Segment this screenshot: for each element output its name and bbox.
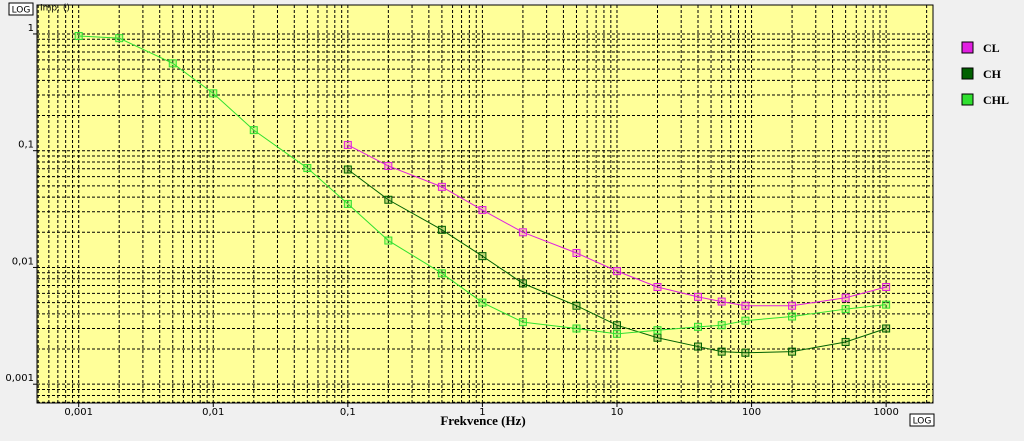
point: [437, 182, 446, 191]
legend-swatch: [961, 93, 974, 106]
point: [384, 161, 393, 170]
y-tick-label: 0,001: [5, 373, 34, 384]
grid: [37, 5, 933, 403]
marks: [74, 32, 891, 357]
series-line: [347, 144, 887, 307]
point: [653, 282, 662, 291]
point: [437, 225, 446, 234]
point: [384, 195, 393, 204]
scale-box: [8, 2, 34, 16]
point: [572, 324, 581, 333]
point: [478, 252, 487, 261]
point: [882, 324, 891, 333]
point: [694, 322, 703, 331]
legend-swatch: [961, 67, 974, 80]
point: [694, 292, 703, 301]
point: [653, 326, 662, 335]
point: [653, 333, 662, 342]
point: [788, 301, 797, 310]
point: [612, 267, 621, 276]
point: [572, 301, 581, 310]
point: [115, 34, 124, 43]
point: [74, 32, 83, 41]
point: [612, 321, 621, 330]
x-tick-label: 0,001: [64, 407, 93, 418]
point: [478, 298, 487, 307]
legend-label: CHL: [983, 93, 1009, 107]
y-axis-label: Imp. (): [40, 4, 70, 14]
point: [717, 347, 726, 356]
point: [518, 279, 527, 288]
point: [717, 297, 726, 306]
point: [437, 269, 446, 278]
point: [788, 347, 797, 356]
point: [694, 342, 703, 351]
scale-box: [909, 413, 935, 427]
point: [209, 89, 218, 98]
point: [168, 59, 177, 68]
legend-label: CL: [983, 41, 1000, 55]
y-tick-label: 0,1: [18, 140, 34, 151]
point: [841, 337, 850, 346]
x-tick-label: 0,01: [202, 407, 224, 418]
point: [478, 206, 487, 215]
point: [249, 126, 258, 135]
point: [741, 316, 750, 325]
point: [841, 305, 850, 314]
x-scale-label: LOG: [913, 417, 932, 427]
point: [741, 301, 750, 310]
legend-swatch: [961, 41, 974, 54]
point: [343, 140, 352, 149]
x-tick-label: 1000: [873, 407, 898, 418]
point: [882, 300, 891, 309]
legend-label: CH: [983, 67, 1002, 81]
x-tick-label: 1: [479, 407, 485, 418]
plot-area: [36, 4, 934, 404]
x-tick-label: 10: [611, 407, 624, 418]
y-tick-label: 1: [28, 23, 34, 34]
point: [518, 228, 527, 237]
point: [518, 318, 527, 327]
y-scale-label: LOG: [12, 6, 31, 16]
point: [741, 348, 750, 357]
x-axis-label: Frekvence (Hz): [440, 413, 525, 428]
y-tick-label: 0,01: [12, 256, 34, 267]
point: [717, 321, 726, 330]
point: [572, 248, 581, 257]
point: [788, 312, 797, 321]
series-line: [347, 169, 887, 354]
x-tick-label: 100: [742, 407, 761, 418]
x-tick-label: 0,1: [340, 407, 356, 418]
point: [841, 293, 850, 302]
point: [612, 329, 621, 338]
point: [882, 282, 891, 291]
point: [303, 164, 312, 173]
point: [343, 165, 352, 174]
point: [343, 199, 352, 208]
point: [384, 236, 393, 245]
